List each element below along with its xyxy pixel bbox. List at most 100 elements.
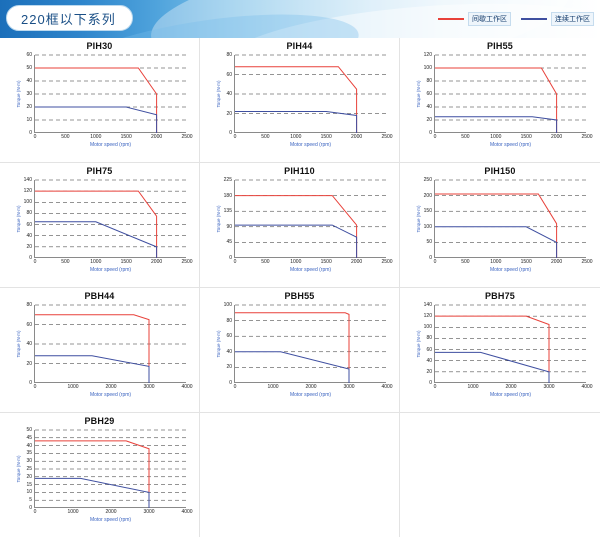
y-tick-label: 30 — [26, 458, 32, 465]
plot-axes: 0 20 40 60 80 100 120 140 0 1000 2000 3000 4000 Torqu… — [416, 302, 593, 398]
chart-plot-area: 0 20 40 60 80 0 500 1000 1500 2000 2500 Torque (N·m… — [216, 52, 393, 148]
x-tick-label: 500 — [61, 134, 70, 140]
x-tick-label: 500 — [461, 259, 470, 265]
x-tick-label: 1000 — [90, 134, 102, 140]
x-tick-label: 1000 — [467, 384, 479, 390]
y-tick-label: 20 — [26, 360, 32, 367]
y-tick-label: 140 — [423, 302, 432, 308]
chart-cell-pih75: PIH75 0 20 40 60 80 100 120 140 0 500 1000 1500 2000 2… — [0, 163, 200, 288]
y-tick-label: 140 — [23, 177, 32, 183]
x-axis-label: Motor speed (rpm) — [289, 267, 332, 273]
y-tick-label: 0 — [429, 130, 432, 136]
y-tick-label: 20 — [426, 117, 432, 123]
chart-title: PBH44 — [84, 291, 115, 301]
legend-line-icon-blue — [521, 18, 547, 20]
chart-cell-pbh75: PBH75 0 20 40 60 80 100 120 140 0 1000 2000 3000 4000… — [400, 288, 600, 413]
y-tick-label: 40 — [226, 91, 232, 97]
y-tick-label: 80 — [226, 52, 232, 58]
y-axis-label: Torque (N·m) — [416, 204, 422, 233]
y-tick-label: 5 — [29, 497, 32, 504]
y-tick-label: 40 — [426, 357, 432, 364]
x-tick-label: 2500 — [581, 259, 593, 265]
y-tick-label: 100 — [223, 302, 232, 308]
y-tick-label: 60 — [426, 91, 432, 97]
x-tick-label: 0 — [433, 384, 437, 390]
y-axis-label: Torque (N·m) — [16, 454, 22, 483]
x-tick-label: 1500 — [120, 134, 132, 140]
chart-plot-area: 0 20 40 60 80 100 120 0 500 1000 1500 2000 2500 Torqu… — [416, 52, 593, 148]
plot-axes: 0 20 40 60 80 0 1000 2000 3000 4000 Torque (N·m) Mo… — [16, 302, 193, 398]
y-tick-label: 80 — [26, 210, 32, 217]
chart-plot-area: 0 20 40 60 80 0 1000 2000 3000 4000 Torque (N·m) Mo… — [16, 302, 193, 398]
y-tick-label: 80 — [426, 78, 432, 84]
x-tick-label: 2000 — [305, 384, 317, 390]
y-tick-label: 15 — [26, 481, 32, 488]
y-tick-label: 25 — [26, 466, 32, 472]
y-tick-label: 20 — [26, 473, 32, 480]
x-tick-label: 4000 — [581, 384, 593, 390]
x-tick-label: 2000 — [105, 384, 117, 390]
y-tick-label: 120 — [423, 313, 432, 320]
x-tick-label: 1000 — [290, 134, 302, 140]
x-tick-label: 2500 — [381, 259, 393, 265]
chart-cell-pih55: PIH55 0 20 40 60 80 100 120 0 500 1000 1500 2000 2500… — [400, 38, 600, 163]
chart-plot-area: 0 50 100 150 200 250 0 500 1000 1500 2000 2500 Torqu… — [416, 177, 593, 273]
y-tick-label: 30 — [26, 91, 32, 97]
x-tick-label: 3000 — [143, 509, 155, 515]
x-tick-label: 2500 — [581, 134, 593, 140]
x-tick-label: 1500 — [520, 134, 532, 140]
y-axis-label: Torque (N·m) — [216, 79, 222, 108]
x-tick-label: 2500 — [181, 259, 193, 265]
y-tick-label: 100 — [423, 324, 432, 331]
y-tick-label: 60 — [26, 321, 32, 328]
plot-axes: 0 5 10 15 20 25 30 35 40 45 50 0 1000 2000 3000 4000 Tor… — [16, 427, 193, 523]
y-tick-label: 60 — [26, 52, 32, 58]
y-tick-label: 20 — [426, 368, 432, 375]
chart-title: PIH110 — [284, 166, 315, 176]
y-axis-label: Torque (N·m) — [216, 329, 222, 358]
x-tick-label: 0 — [433, 134, 437, 140]
x-tick-label: 1000 — [490, 134, 502, 140]
chart-plot-area: 0 20 40 60 80 100 0 1000 2000 3000 4000 Torque (N·m… — [216, 302, 393, 398]
y-tick-label: 10 — [26, 117, 32, 123]
plot-axes: 0 10 20 30 40 50 60 0 500 1000 1500 2000 2500 Torque … — [16, 52, 193, 148]
x-tick-label: 1000 — [67, 509, 79, 515]
chart-grid: PIH30 0 10 20 30 40 50 60 0 500 1000 1500 2000 2500 To… — [0, 38, 600, 537]
x-tick-label: 3000 — [143, 384, 155, 390]
x-tick-label: 0 — [33, 509, 37, 515]
x-axis-label: Motor speed (rpm) — [289, 392, 332, 398]
y-tick-label: 50 — [26, 65, 32, 71]
x-axis-label: Motor speed (rpm) — [89, 267, 132, 273]
y-tick-label: 0 — [229, 380, 232, 386]
y-tick-label: 0 — [29, 380, 32, 386]
x-axis-label: Motor speed (rpm) — [489, 142, 532, 148]
page-title: 220框以下系列 — [6, 5, 133, 31]
x-tick-label: 500 — [261, 259, 270, 265]
x-tick-label: 4000 — [181, 509, 193, 515]
y-tick-label: 40 — [226, 348, 232, 355]
plot-axes: 0 50 100 150 200 250 0 500 1000 1500 2000 2500 Torqu… — [416, 177, 593, 273]
x-tick-label: 2000 — [151, 259, 163, 265]
y-tick-label: 40 — [426, 104, 432, 110]
legend-item-continuous: 连续工作区 — [521, 12, 594, 26]
chart-title: PBH75 — [484, 291, 515, 301]
plot-axes: 0 45 90 135 180 225 0 500 1000 1500 2000 2500 Torque… — [216, 177, 393, 273]
y-tick-label: 0 — [429, 255, 432, 261]
chart-plot-area: 0 5 10 15 20 25 30 35 40 45 50 0 1000 2000 3000 4000 Tor… — [16, 427, 193, 523]
x-tick-label: 1000 — [490, 259, 502, 265]
chart-title: PIH75 — [86, 166, 113, 176]
y-tick-label: 100 — [423, 223, 432, 230]
y-tick-label: 200 — [423, 192, 432, 199]
chart-title: PIH150 — [484, 166, 516, 176]
plot-axes: 0 20 40 60 80 0 500 1000 1500 2000 2500 Torque (N·m… — [216, 52, 393, 148]
x-tick-label: 500 — [61, 259, 70, 265]
x-tick-label: 0 — [33, 259, 37, 265]
y-axis-label: Torque (N·m) — [416, 329, 422, 358]
y-tick-label: 60 — [426, 346, 432, 353]
x-tick-label: 0 — [33, 384, 37, 390]
plot-axes: 0 20 40 60 80 100 0 1000 2000 3000 4000 Torque (N·m… — [216, 302, 393, 398]
chart-title: PBH29 — [84, 416, 115, 426]
y-tick-label: 40 — [26, 341, 32, 347]
y-axis-label: Torque (N·m) — [216, 204, 222, 233]
